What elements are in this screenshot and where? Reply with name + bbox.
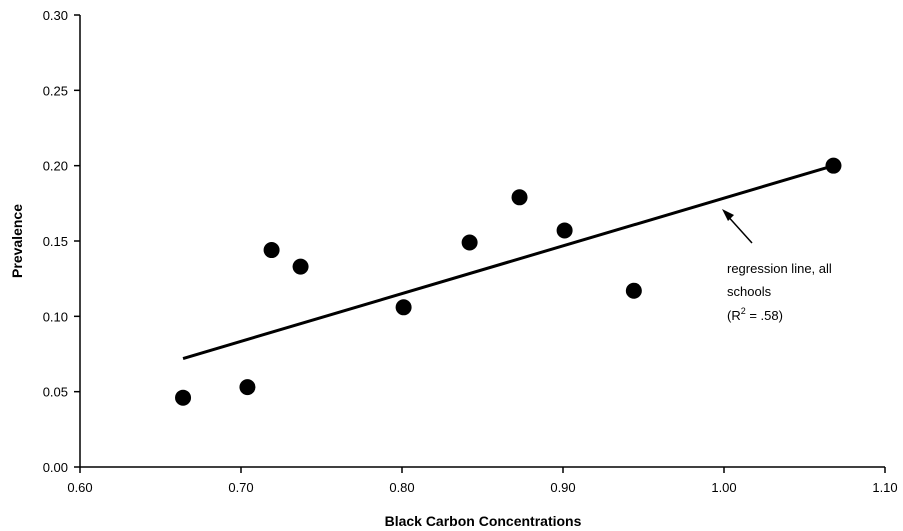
x-tick-label: 0.90 bbox=[550, 480, 575, 495]
y-tick-label: 0.10 bbox=[43, 309, 68, 324]
y-tick-label: 0.15 bbox=[43, 234, 68, 249]
data-point bbox=[263, 242, 280, 259]
y-tick-label: 0.20 bbox=[43, 159, 68, 174]
x-axis-title: Black Carbon Concentrations bbox=[385, 513, 582, 529]
annotation-line-1: regression line, all bbox=[727, 261, 832, 276]
data-point bbox=[825, 157, 842, 174]
y-tick-label: 0.05 bbox=[43, 385, 68, 400]
x-tick-label: 0.70 bbox=[228, 480, 253, 495]
x-ticks: 0.60 0.70 0.80 0.90 1.00 1.10 bbox=[67, 467, 898, 495]
data-point bbox=[292, 258, 309, 275]
y-axis-title: Prevalence bbox=[9, 204, 25, 278]
y-tick-label: 0.00 bbox=[43, 460, 68, 475]
data-point bbox=[511, 189, 528, 206]
annotation-r2: (R2 = .58) bbox=[727, 306, 783, 323]
regression-line bbox=[182, 164, 834, 360]
y-tick-label: 0.25 bbox=[43, 83, 68, 98]
data-point bbox=[175, 389, 192, 406]
data-point bbox=[395, 299, 412, 316]
data-point bbox=[625, 282, 642, 299]
x-tick-label: 1.00 bbox=[711, 480, 736, 495]
axes bbox=[79, 15, 885, 468]
data-points bbox=[175, 157, 842, 406]
x-tick-label: 1.10 bbox=[872, 480, 897, 495]
data-point bbox=[461, 234, 478, 251]
x-tick-label: 0.60 bbox=[67, 480, 92, 495]
x-tick-label: 0.80 bbox=[389, 480, 414, 495]
annotation-arrow bbox=[722, 209, 753, 244]
y-ticks: 0.00 0.05 0.10 0.15 0.20 0.25 0.30 bbox=[43, 8, 80, 475]
y-tick-label: 0.30 bbox=[43, 8, 68, 23]
data-point bbox=[239, 379, 256, 396]
data-point bbox=[556, 222, 573, 239]
annotation-line-2: schools bbox=[727, 284, 772, 299]
